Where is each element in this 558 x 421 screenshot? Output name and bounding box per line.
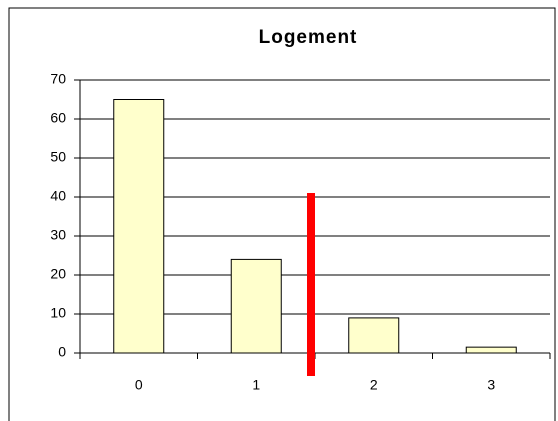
y-tick-label: 60 xyxy=(50,110,66,126)
red-marker xyxy=(307,193,315,376)
y-tick-label: 40 xyxy=(50,188,66,204)
x-tick-label: 1 xyxy=(252,377,260,393)
y-tick-label: 30 xyxy=(50,227,66,243)
chart-title: Logement xyxy=(259,27,358,48)
x-tick-label: 2 xyxy=(370,377,378,393)
bar xyxy=(230,258,282,354)
y-tick-label: 50 xyxy=(50,149,66,165)
y-tick-label: 0 xyxy=(58,344,66,360)
bar xyxy=(465,346,517,354)
x-tick-label: 3 xyxy=(487,377,495,393)
chart-frame xyxy=(8,7,556,421)
y-tick-label: 10 xyxy=(50,305,66,321)
bar xyxy=(113,99,165,354)
y-tick-label: 70 xyxy=(50,71,66,87)
y-tick-label: 20 xyxy=(50,266,66,282)
x-tick-label: 0 xyxy=(135,377,143,393)
bar xyxy=(348,317,400,354)
